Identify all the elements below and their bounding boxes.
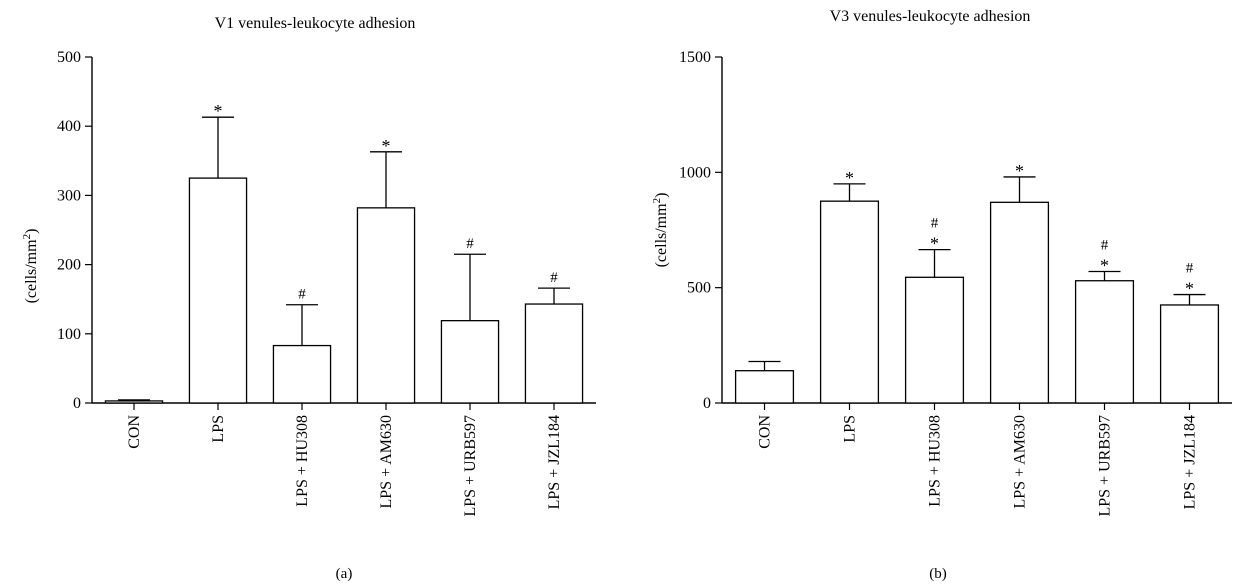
chart-title: V1 venules-leukocyte adhesion bbox=[215, 15, 416, 32]
y-axis-label-main: (cells/mm bbox=[653, 203, 670, 268]
x-tick-label: LPS + URB597 bbox=[462, 415, 479, 517]
bar bbox=[989, 201, 1050, 404]
bar bbox=[819, 200, 880, 404]
bar bbox=[904, 276, 965, 404]
bar bbox=[440, 320, 500, 404]
y-tick-label: 100 bbox=[57, 326, 81, 343]
x-tick-label: LPS + AM630 bbox=[378, 415, 395, 509]
x-tick-label: CON bbox=[757, 415, 774, 449]
significance-marker: * bbox=[214, 101, 223, 121]
y-axis-label-sup: 2 bbox=[651, 198, 663, 204]
significance-marker: * bbox=[1185, 279, 1194, 299]
y-tick-label: 200 bbox=[57, 257, 81, 274]
y-tick-label: 0 bbox=[73, 395, 81, 412]
significance-marker: * bbox=[930, 234, 939, 254]
significance-marker: # bbox=[1101, 238, 1109, 254]
x-ticks: CON LPS LPS + HU308 LPS + AM630 LPS + URB597… bbox=[126, 403, 563, 517]
y-axis-label-close: ) bbox=[653, 193, 670, 198]
significance-marker: * bbox=[845, 168, 854, 188]
panel-label: (a) bbox=[336, 566, 353, 582]
x-tick-label: LPS bbox=[210, 415, 227, 443]
y-tick-label: 300 bbox=[57, 187, 81, 204]
bar bbox=[1074, 280, 1135, 404]
significance-marker: # bbox=[550, 270, 558, 286]
y-axis-label: (cells/mm2) bbox=[21, 229, 40, 304]
x-tick-label: LPS + HU308 bbox=[294, 415, 311, 507]
y-tick-label: 400 bbox=[57, 118, 81, 135]
bar bbox=[104, 400, 164, 404]
significance-marker: # bbox=[466, 236, 474, 252]
chart-title: V3 venules-leukocyte adhesion bbox=[830, 8, 1031, 25]
significance-marker: # bbox=[1186, 261, 1194, 277]
y-axis-label-main: (cells/mm bbox=[23, 239, 40, 304]
y-axis-label-close: ) bbox=[23, 229, 40, 234]
x-tick-label: LPS + HU308 bbox=[927, 415, 944, 507]
significance-marker: * bbox=[1100, 256, 1109, 276]
bar bbox=[1159, 304, 1220, 404]
x-tick-label: CON bbox=[126, 415, 143, 449]
y-ticks: 0 500 1000 1500 bbox=[679, 49, 722, 412]
significance-marker: * bbox=[1015, 161, 1024, 181]
y-axis-label: (cells/mm2) bbox=[651, 193, 670, 268]
x-tick-label: LPS + JZL184 bbox=[546, 415, 563, 509]
y-tick-label: 500 bbox=[687, 280, 711, 297]
y-ticks: 0 100 200 300 400 500 bbox=[57, 49, 92, 412]
y-tick-label: 1500 bbox=[679, 49, 711, 66]
x-tick-label: LPS + JZL184 bbox=[1182, 415, 1199, 509]
chart-panel-a: V1 venules-leukocyte adhesion (cells/mm2… bbox=[21, 15, 596, 582]
x-tick-label: LPS + AM630 bbox=[1012, 415, 1029, 509]
y-tick-label: 500 bbox=[57, 49, 81, 66]
significance-marker: # bbox=[931, 216, 939, 232]
significance-marker: * bbox=[382, 136, 391, 156]
chart-panel-b: V3 venules-leukocyte adhesion (cells/mm2… bbox=[651, 8, 1232, 582]
y-axis-label-sup: 2 bbox=[21, 234, 33, 240]
significance-marker: # bbox=[298, 287, 306, 303]
x-ticks: CON LPS LPS + HU308 LPS + AM630 LPS + URB597… bbox=[757, 403, 1199, 517]
bars: * * # * * # * # bbox=[734, 161, 1220, 404]
bar bbox=[524, 303, 584, 404]
y-tick-label: 0 bbox=[703, 395, 711, 412]
x-tick-label: LPS bbox=[842, 415, 859, 443]
panel-label: (b) bbox=[929, 566, 947, 582]
bar bbox=[272, 344, 332, 404]
bar bbox=[188, 177, 248, 404]
bar bbox=[356, 207, 416, 404]
bar bbox=[734, 370, 795, 404]
y-tick-label: 1000 bbox=[679, 164, 711, 181]
x-tick-label: LPS + URB597 bbox=[1097, 415, 1114, 517]
bars: * # * # # bbox=[104, 101, 584, 404]
